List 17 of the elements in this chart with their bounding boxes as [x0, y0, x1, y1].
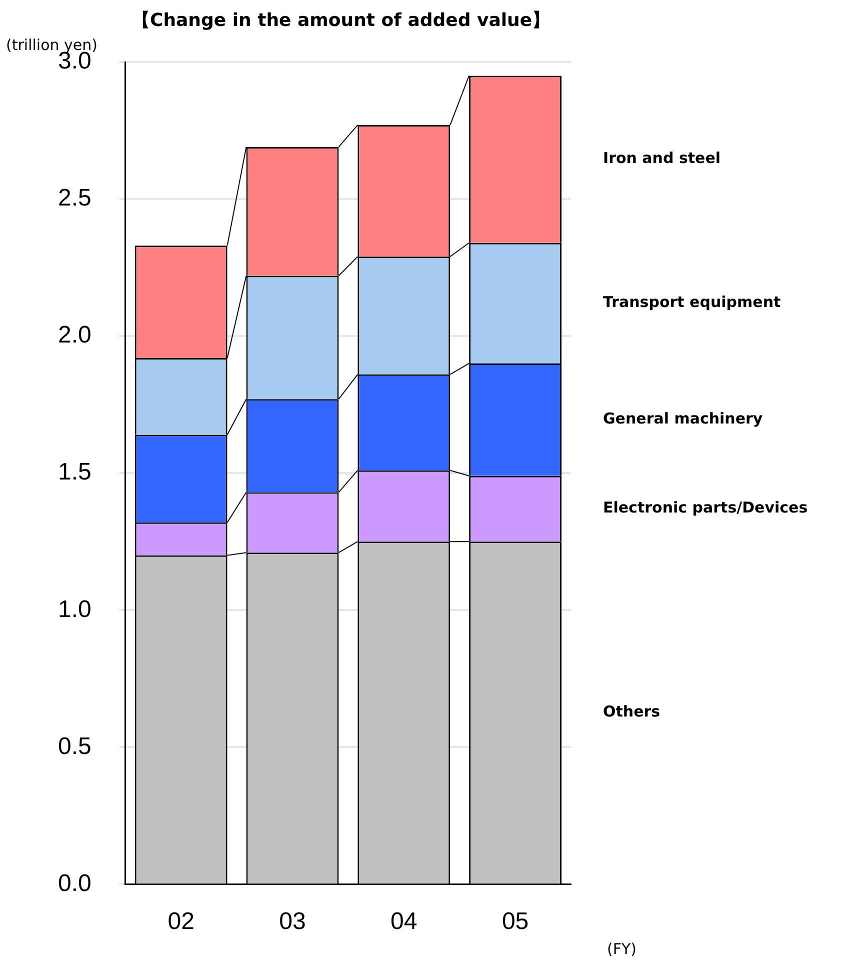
- text: Transport equipment: [603, 293, 781, 312]
- y-tick-label: 0.5: [58, 732, 92, 760]
- x-tick-label: 02: [168, 908, 194, 936]
- text: Iron and steel: [603, 149, 721, 168]
- text: Others: [603, 702, 660, 721]
- y-tick-label: 1.0: [58, 596, 92, 623]
- x-tick-label: 05: [502, 908, 529, 936]
- y-tick-label: 2.5: [58, 184, 92, 212]
- text: Electronic parts/Devices: [603, 498, 808, 517]
- y-tick-label: 2.0: [58, 322, 92, 349]
- x-tick-label: 04: [390, 908, 418, 936]
- y-tick-label: 0.0: [58, 870, 92, 897]
- x-axis-title: (FY): [607, 940, 636, 958]
- text: General machinery: [603, 410, 763, 428]
- chart-title: 【Change in the amount of added value】: [132, 10, 550, 31]
- y-tick-label: 1.5: [58, 458, 92, 486]
- x-tick-label: 03: [279, 908, 306, 936]
